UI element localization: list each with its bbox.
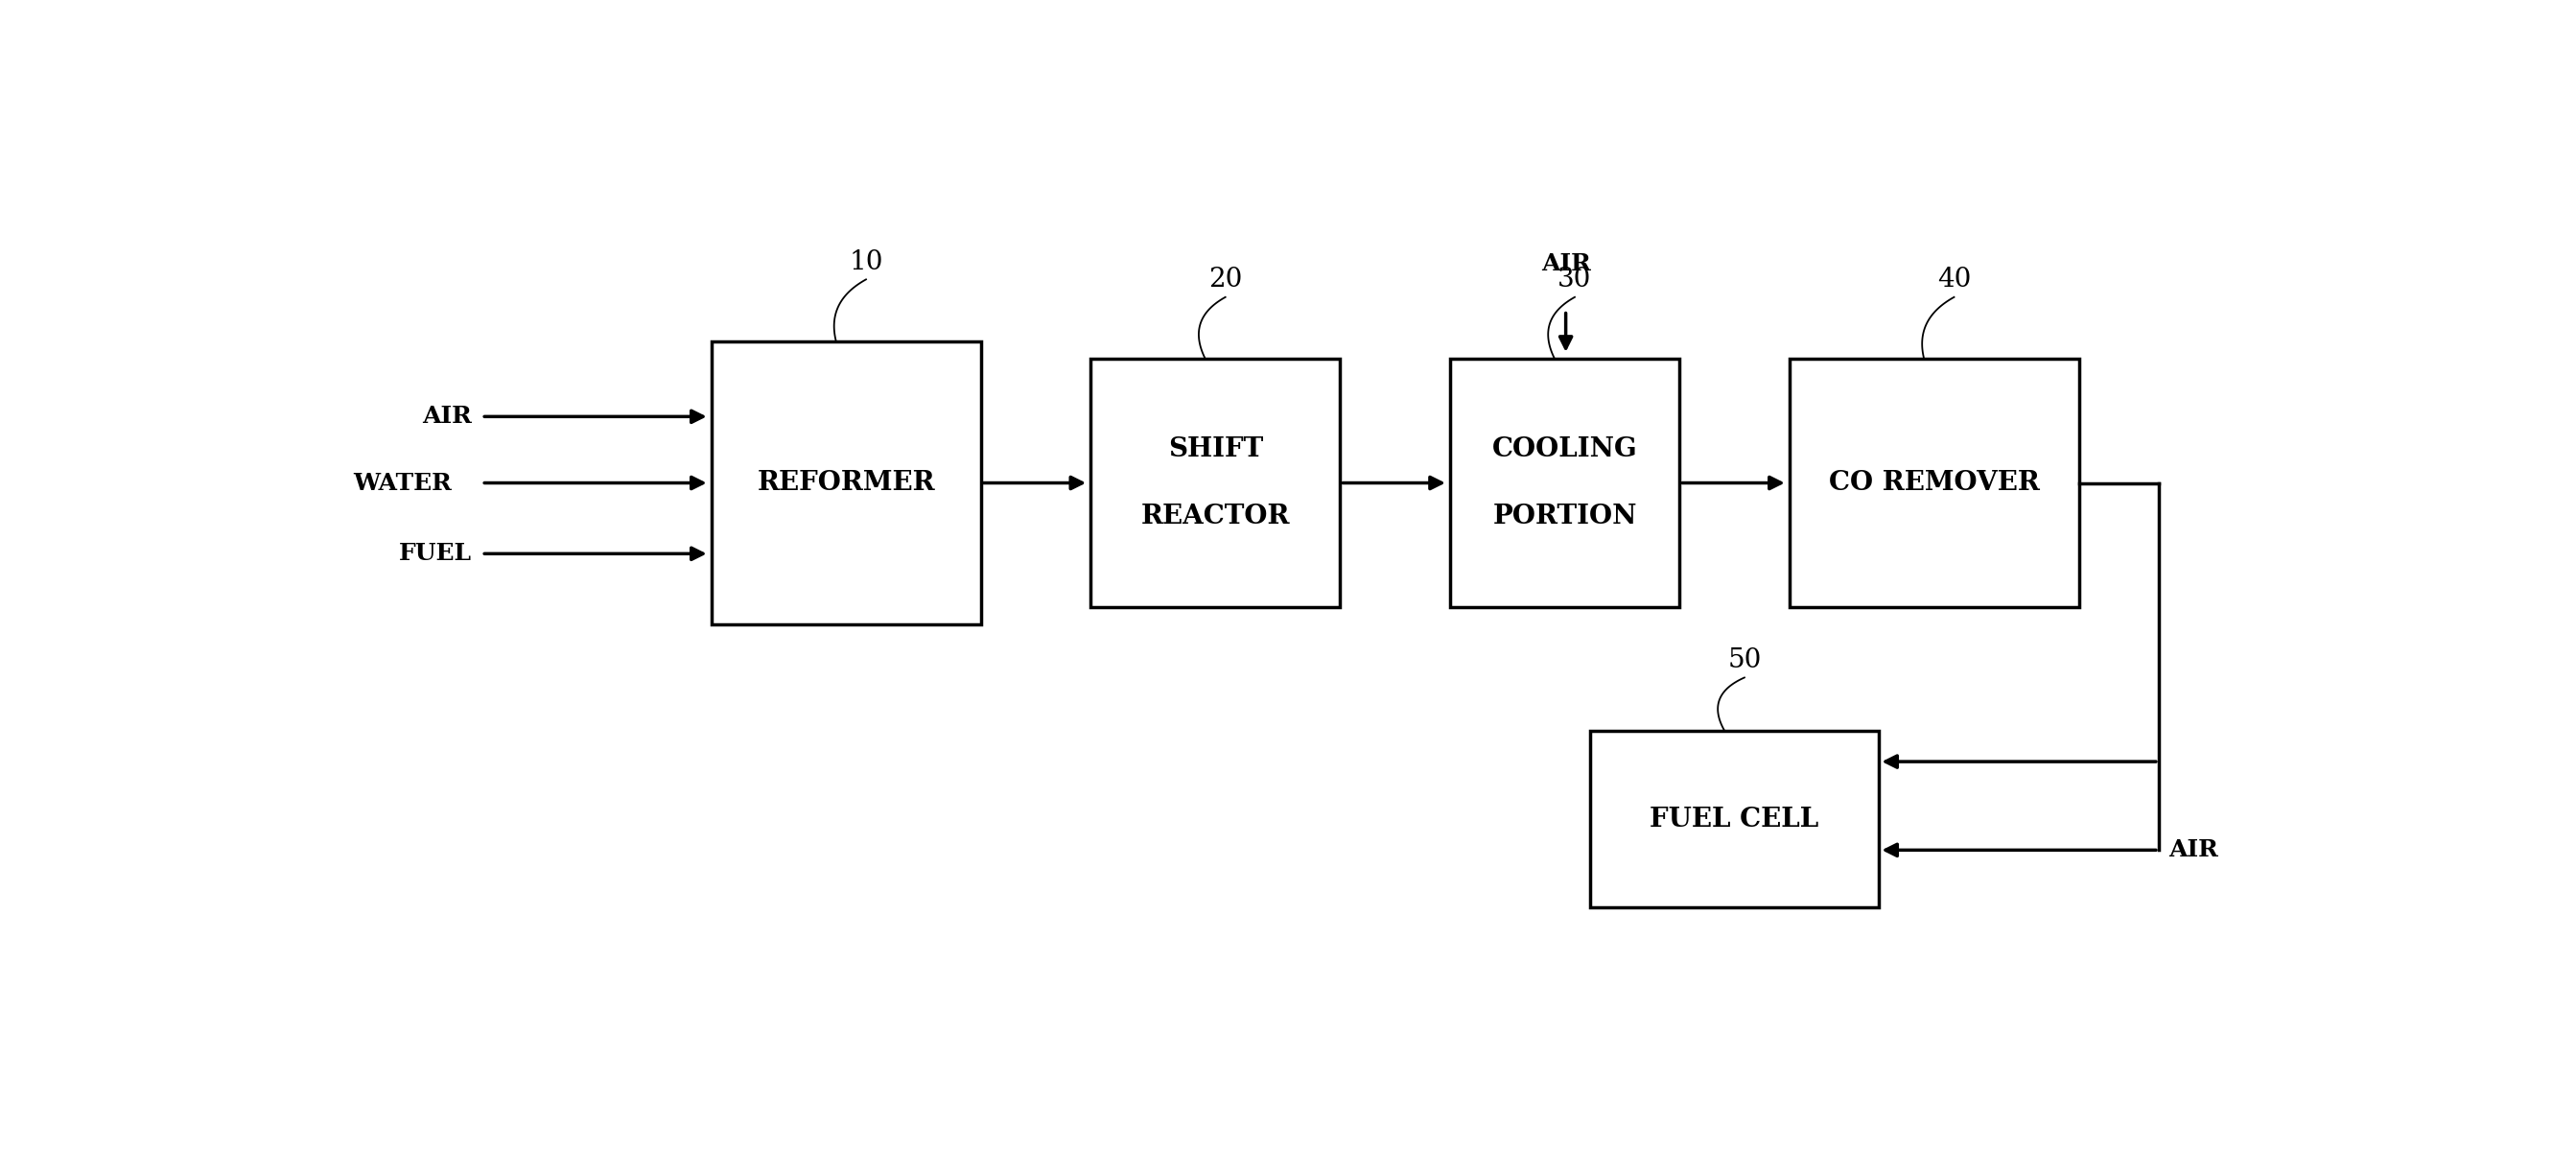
Bar — [711, 341, 981, 625]
Text: WATER: WATER — [353, 471, 451, 494]
Text: 50: 50 — [1728, 647, 1762, 673]
Text: 40: 40 — [1937, 267, 1971, 293]
Text: COOLING: COOLING — [1492, 437, 1638, 462]
Text: REFORMER: REFORMER — [757, 470, 935, 496]
Text: SHIFT: SHIFT — [1167, 437, 1262, 462]
Bar — [1450, 358, 1680, 607]
Text: AIR: AIR — [422, 406, 471, 429]
Text: 20: 20 — [1208, 267, 1242, 293]
Bar — [1090, 358, 1340, 607]
Text: CO REMOVER: CO REMOVER — [1829, 470, 2040, 496]
Text: 10: 10 — [850, 249, 884, 275]
Text: FUEL: FUEL — [399, 542, 471, 565]
Text: REACTOR: REACTOR — [1141, 503, 1291, 530]
Text: AIR: AIR — [2169, 839, 2218, 862]
Bar — [1790, 358, 2079, 607]
Text: FUEL CELL: FUEL CELL — [1651, 807, 1819, 832]
Text: 30: 30 — [1558, 267, 1592, 293]
Text: PORTION: PORTION — [1492, 503, 1636, 530]
Text: AIR: AIR — [1540, 252, 1589, 275]
Bar — [1589, 731, 1880, 908]
